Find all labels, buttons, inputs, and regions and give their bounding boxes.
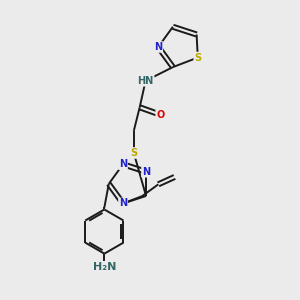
Text: N: N: [154, 42, 162, 52]
Text: S: S: [130, 148, 137, 158]
Text: HN: HN: [137, 76, 154, 86]
Text: N: N: [142, 167, 150, 177]
Text: O: O: [156, 110, 164, 120]
Text: S: S: [194, 52, 201, 62]
Text: H₂N: H₂N: [93, 262, 116, 272]
Text: N: N: [119, 159, 127, 169]
Text: N: N: [119, 199, 127, 208]
